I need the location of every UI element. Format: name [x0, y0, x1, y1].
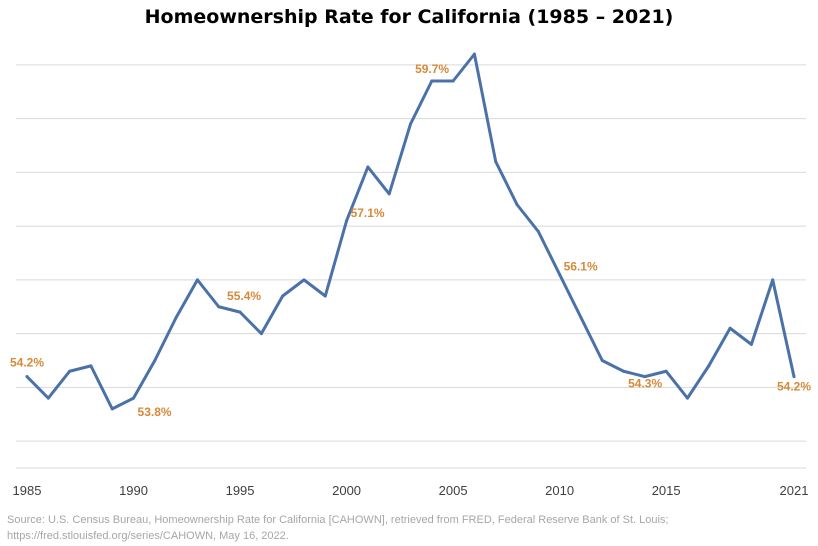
data-point: [25, 375, 29, 379]
data-label: 54.3%: [628, 376, 662, 390]
data-point: [195, 278, 199, 282]
data-point: [345, 219, 349, 223]
data-point: [771, 278, 775, 282]
data-point: [302, 278, 306, 282]
data-point: [728, 326, 732, 330]
x-tick-label: 2010: [545, 483, 574, 498]
data-label: 54.2%: [777, 380, 811, 394]
data-point: [46, 396, 50, 400]
data-point: [792, 375, 796, 379]
data-point: [451, 79, 455, 83]
data-point: [259, 332, 263, 336]
data-annotations: 54.2% 53.8% 55.4% 57.1% 59.7% 56.1% 54.3% 54.2%: [10, 62, 811, 419]
data-point: [472, 52, 476, 56]
data-point: [68, 369, 72, 373]
data-point: [430, 79, 434, 83]
source-note: Source: U.S. Census Bureau, Homeownershi…: [7, 512, 807, 544]
data-point: [707, 364, 711, 368]
data-point: [409, 122, 412, 126]
x-tick-label: 2005: [439, 483, 468, 498]
data-point: [536, 230, 540, 233]
data-point: [664, 369, 668, 373]
source-line-1: Source: U.S. Census Bureau, Homeownershi…: [7, 514, 669, 526]
data-point: [579, 316, 583, 319]
x-tick-label: 2015: [652, 483, 681, 498]
data-point: [749, 342, 753, 346]
data-point: [89, 364, 93, 368]
data-point: [238, 310, 242, 314]
data-point: [110, 407, 114, 411]
data-point: [622, 369, 626, 373]
data-point: [515, 203, 519, 207]
data-label: 56.1%: [564, 260, 598, 274]
data-point: [643, 375, 647, 379]
data-point: [366, 165, 370, 169]
data-point: [494, 160, 498, 164]
data-label: 57.1%: [351, 206, 385, 220]
x-tick-label: 1985: [13, 483, 42, 498]
x-tick-label: 1990: [119, 483, 148, 498]
x-tick-label: 1995: [226, 483, 255, 498]
data-point: [281, 294, 285, 298]
source-line-2: https://fred.stlouisfed.org/series/CAHOW…: [7, 530, 289, 542]
data-point: [174, 316, 178, 319]
x-axis-tick-labels: 1985 1990 1995 2000 2005 2010 2015 2021: [13, 483, 809, 498]
data-label: 59.7%: [415, 62, 449, 76]
data-label: 54.2%: [10, 356, 44, 370]
series-line: [25, 52, 796, 411]
series-layer: [25, 52, 796, 411]
data-point: [217, 305, 221, 309]
x-tick-label: 2021: [780, 483, 809, 498]
data-label: 55.4%: [227, 289, 261, 303]
data-point: [132, 396, 136, 400]
x-tick-label: 2000: [332, 483, 361, 498]
data-point: [685, 396, 689, 400]
gridlines: [16, 64, 806, 469]
data-point: [558, 273, 562, 276]
data-point: [153, 359, 157, 362]
chart-title: Homeownership Rate for California (1985 …: [144, 6, 674, 28]
data-point: [323, 294, 327, 298]
data-label: 53.8%: [138, 405, 172, 419]
data-point: [387, 192, 391, 196]
data-point: [600, 359, 604, 362]
